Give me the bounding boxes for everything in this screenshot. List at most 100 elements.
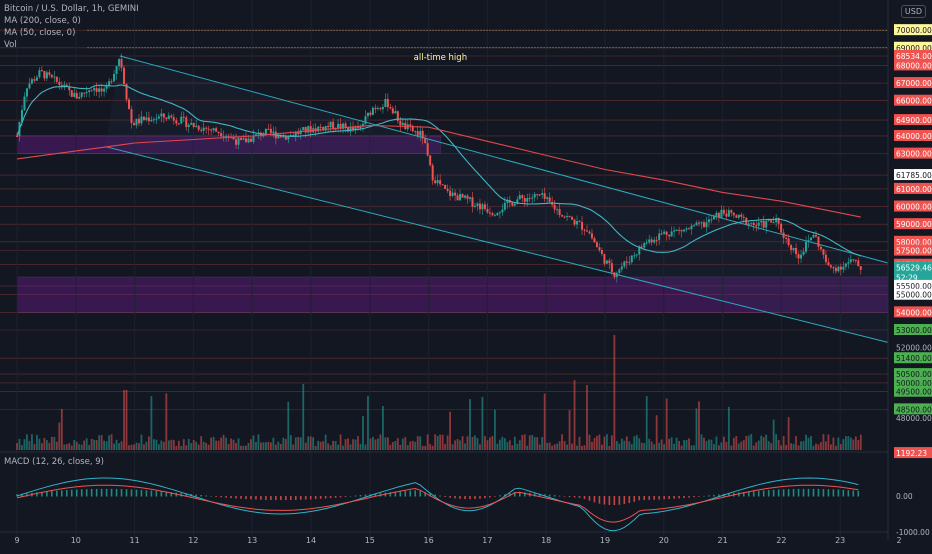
- candle-body-9: [38, 70, 41, 78]
- macd-hist-36: [105, 488, 108, 497]
- axis-label-19: 55000.00: [896, 291, 932, 300]
- candle-body-166: [429, 155, 432, 166]
- candle-body-222: [568, 216, 571, 218]
- axis-label-bg-17: [894, 271, 932, 283]
- candle-body-308: [782, 232, 785, 238]
- candle-body-22: [70, 90, 73, 97]
- candle-body-28: [85, 92, 88, 94]
- candle-body-265: [675, 229, 678, 231]
- volume-bar-38: [110, 434, 113, 450]
- volume-bar-157: [406, 445, 409, 450]
- volume-bar-143: [372, 436, 374, 450]
- candle-body-150: [389, 107, 392, 109]
- macd-hist-260: [663, 496, 665, 500]
- candle-body-194: [498, 212, 501, 214]
- volume-bar-114: [299, 437, 302, 450]
- volume-bar-184: [474, 435, 476, 450]
- candle-body-158: [409, 124, 412, 126]
- candle-body-141: [366, 112, 369, 117]
- volume-bar-17: [58, 422, 61, 450]
- macd-hist-54: [150, 490, 153, 497]
- candle-body-88: [235, 139, 238, 145]
- volume-bar-300: [762, 437, 765, 450]
- macd-hist-124: [324, 496, 327, 499]
- volume-bar-151: [391, 442, 394, 450]
- volume-bar-217: [556, 443, 559, 450]
- candle-body-245: [625, 261, 628, 263]
- candle-body-268: [683, 229, 686, 232]
- volume-bar-266: [678, 440, 680, 450]
- volume-bar-42: [120, 441, 123, 450]
- volume-bar-131: [342, 445, 344, 450]
- volume-bar-238: [608, 445, 611, 450]
- candle-body-26: [80, 92, 83, 97]
- candle-body-61: [167, 115, 170, 120]
- candle-body-338: [857, 260, 860, 267]
- volume-bar-228: [583, 445, 586, 450]
- candle-body-328: [832, 267, 835, 269]
- candle-body-145: [376, 108, 379, 110]
- volume-bar-245: [625, 436, 628, 450]
- candle-body-4: [25, 88, 28, 97]
- volume-bar-25: [78, 444, 81, 450]
- volume-bar-274: [698, 401, 700, 450]
- volume-bar-198: [508, 440, 511, 450]
- candle-body-226: [578, 221, 581, 223]
- macd-hist-320: [812, 488, 815, 497]
- axis-label-14: 57500.00: [896, 247, 932, 256]
- volume-bar-207: [531, 434, 534, 450]
- macd-hist-334: [847, 490, 850, 497]
- macd-hist-122: [319, 496, 322, 499]
- volume-bar-122: [319, 441, 322, 450]
- currency-badge[interactable]: USD: [900, 5, 926, 18]
- x-tick-12: 12: [188, 536, 198, 545]
- macd-hist-154: [399, 491, 402, 497]
- volume-bar-8: [36, 434, 38, 450]
- volume-bar-37: [108, 435, 110, 450]
- volume-bar-71: [192, 440, 195, 450]
- candle-body-249: [635, 254, 638, 256]
- volume-bar-189: [486, 440, 489, 450]
- x-tick-13: 13: [247, 536, 257, 545]
- volume-bar-16: [55, 441, 58, 450]
- volume-bar-312: [792, 443, 795, 450]
- macd-hist-324: [822, 488, 825, 497]
- candle-body-208: [533, 194, 536, 198]
- candle-body-314: [797, 254, 800, 259]
- volume-bar-195: [501, 436, 504, 450]
- candle-body-179: [461, 194, 464, 198]
- volume-bar-77: [207, 444, 210, 450]
- volume-bar-67: [182, 439, 185, 450]
- candle-body-224: [573, 219, 576, 225]
- axis-label-0: 70000.00: [896, 26, 932, 35]
- volume-bar-280: [713, 444, 715, 450]
- volume-bar-175: [451, 444, 454, 450]
- volume-bar-31: [93, 439, 96, 450]
- volume-bar-223: [571, 443, 573, 450]
- volume-bar-75: [202, 441, 205, 450]
- candle-body-248: [633, 255, 636, 257]
- macd-hist-20: [65, 490, 68, 497]
- volume-bar-234: [598, 434, 601, 450]
- volume-bar-335: [849, 437, 852, 450]
- macd-hist-276: [703, 495, 705, 497]
- volume-bar-144: [374, 439, 377, 450]
- candle-body-38: [110, 81, 113, 83]
- volume-bar-20: [65, 444, 68, 450]
- candle-body-230: [588, 231, 591, 234]
- macd-hist-292: [742, 492, 745, 497]
- macd-hist-2: [21, 493, 23, 497]
- volume-bar-23: [73, 440, 76, 450]
- volume-bar-27: [83, 440, 86, 450]
- volume-bar-32: [95, 440, 98, 450]
- volume-bar-58: [160, 440, 163, 450]
- candle-body-203: [521, 195, 524, 198]
- volume-bar-105: [277, 441, 280, 450]
- axis-label-21: 53000.00: [896, 326, 932, 335]
- volume-bar-98: [260, 442, 262, 450]
- volume-bar-18: [60, 408, 63, 450]
- macd-hist-144: [374, 493, 377, 497]
- candle-body-281: [715, 212, 718, 216]
